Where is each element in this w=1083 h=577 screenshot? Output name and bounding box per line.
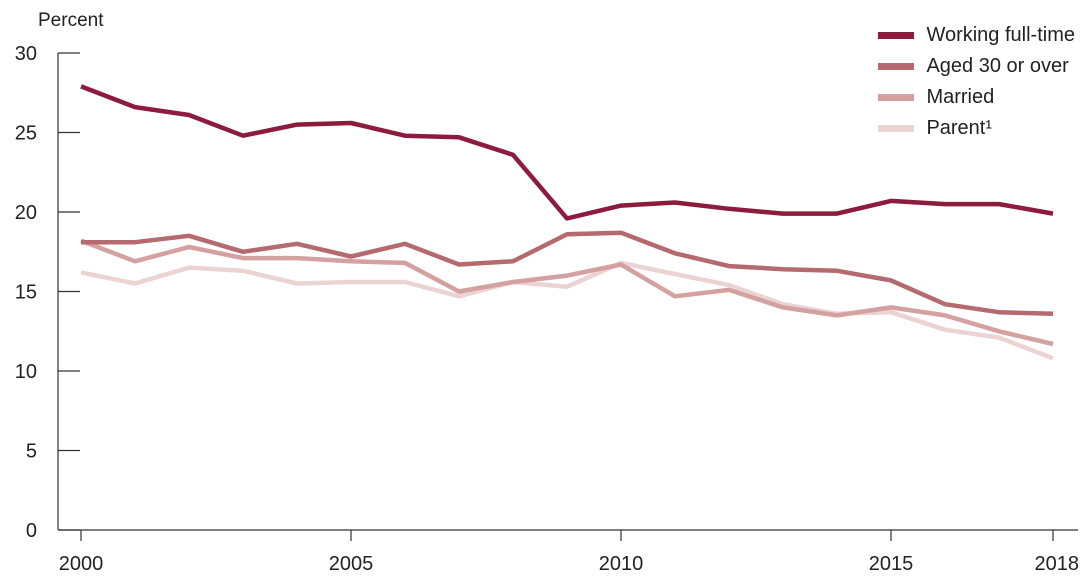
x-tick-label: 2010 [599, 553, 644, 575]
legend-item: Aged 30 or over [878, 51, 1075, 82]
legend: Working full-time Aged 30 or over Married P… [878, 20, 1075, 144]
legend-label: Parent¹ [926, 117, 993, 139]
legend-label: Aged 30 or over [926, 55, 1069, 77]
series-line-parent [80, 260, 1054, 361]
y-tick-label: 0 [26, 520, 37, 542]
series-lines [80, 84, 1054, 361]
legend-item: Married [878, 82, 1075, 113]
x-axis: 2000 2005 2010 2015 2018 [58, 529, 1080, 575]
legend-item: Working full-time [878, 20, 1075, 51]
y-tick-label: 20 [15, 202, 37, 224]
legend-swatch [878, 125, 915, 132]
y-tick-label: 25 [15, 123, 37, 145]
legend-swatch [878, 63, 915, 70]
x-tick-label: 2000 [59, 553, 104, 575]
y-axis: 0 5 10 15 20 25 30 [15, 43, 80, 542]
x-tick-label: 2005 [329, 553, 374, 575]
legend-swatch [878, 94, 915, 101]
y-tick-label: 30 [15, 43, 37, 65]
legend-label: Working full-time [926, 24, 1075, 46]
legend-label: Married [926, 86, 995, 108]
series-line-married [80, 238, 1054, 347]
legend-item: Parent¹ [878, 113, 1075, 144]
legend-swatch [878, 32, 915, 39]
y-tick-label: 15 [15, 282, 37, 304]
y-axis-label: Percent [38, 10, 104, 31]
x-tick-label: 2018 [1035, 553, 1080, 575]
series-line-working-full-time [80, 84, 1054, 221]
series-line-aged-30-or-over [81, 230, 1054, 317]
y-tick-label: 5 [26, 441, 37, 463]
x-tick-label: 2015 [869, 553, 914, 575]
y-tick-label: 10 [15, 361, 37, 383]
